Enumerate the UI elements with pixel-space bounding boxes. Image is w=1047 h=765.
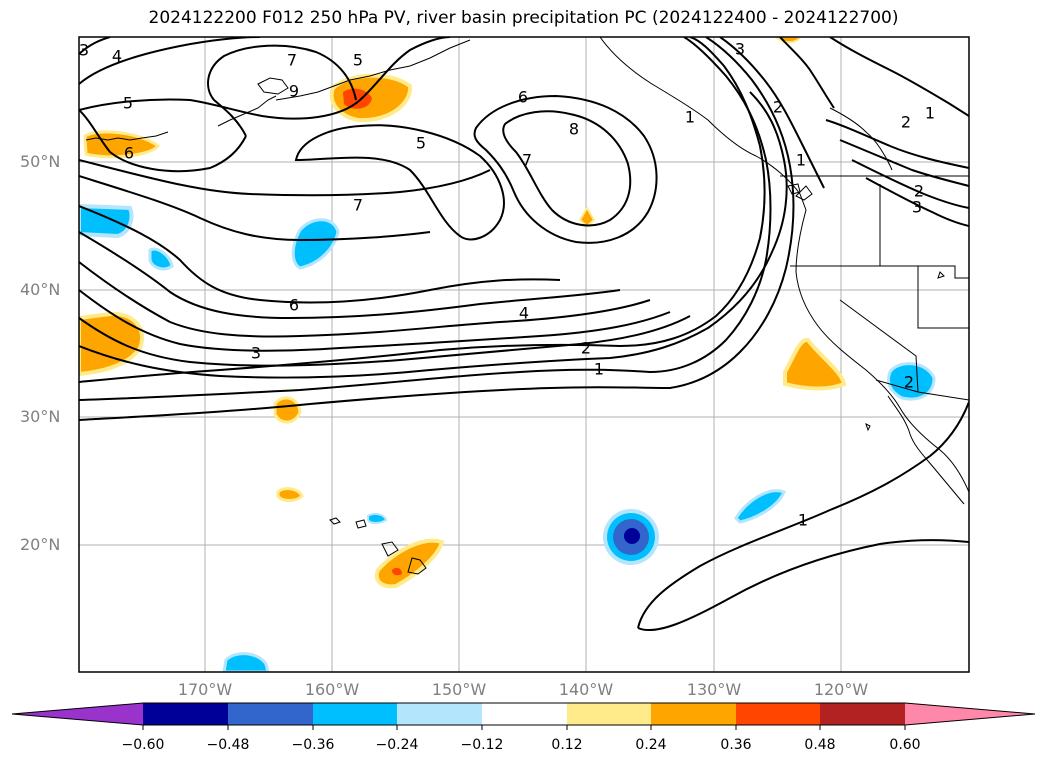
colorbar-tick-label: 0.48 xyxy=(804,737,836,753)
colorbar-bin xyxy=(736,703,820,725)
lon-label-140w: 140°W xyxy=(558,680,614,699)
colorbar-bin xyxy=(482,703,567,725)
svg-text:1: 1 xyxy=(685,108,695,127)
precip-shading xyxy=(79,37,936,672)
colorbar-tick-label: 0.36 xyxy=(720,737,752,753)
colorbar-tick-label: −0.24 xyxy=(375,737,419,753)
svg-text:5: 5 xyxy=(123,94,133,113)
svg-text:3: 3 xyxy=(251,344,261,363)
lat-label-20n: 20°N xyxy=(20,535,61,554)
colorbar-bin xyxy=(567,703,651,725)
map-title: 2024122200 F012 250 hPa PV, river basin … xyxy=(148,8,899,28)
svg-text:6: 6 xyxy=(518,88,528,107)
svg-text:9: 9 xyxy=(289,82,299,101)
contour-labels: 4 5 6 7 9 5 6 8 7 5 7 6 4 3 2 1 3 2 1 2 … xyxy=(79,40,935,530)
colorbar-bin xyxy=(651,703,736,725)
svg-text:7: 7 xyxy=(287,51,297,70)
lon-label-160w: 160°W xyxy=(304,680,360,699)
svg-text:2: 2 xyxy=(904,373,914,392)
svg-text:1: 1 xyxy=(796,151,806,170)
svg-text:4: 4 xyxy=(112,47,122,66)
lon-label-170w: 170°W xyxy=(177,680,233,699)
svg-text:5: 5 xyxy=(416,134,426,153)
colorbar xyxy=(11,702,1036,730)
colorbar-bin xyxy=(820,703,905,725)
colorbar-bin xyxy=(397,703,482,725)
svg-text:1: 1 xyxy=(594,360,604,379)
svg-text:2: 2 xyxy=(901,113,911,132)
colorbar-tick-label: 0.60 xyxy=(889,737,921,753)
colorbar-tick-label: 0.24 xyxy=(635,737,667,753)
colorbar-extend-high xyxy=(905,703,1035,725)
pv-contours xyxy=(79,37,969,632)
colorbar-tick-label: −0.48 xyxy=(206,737,250,753)
colorbar-bin xyxy=(313,703,397,725)
map-frame xyxy=(78,36,970,673)
svg-text:1: 1 xyxy=(798,511,808,530)
svg-text:2: 2 xyxy=(914,182,924,201)
colorbar-bin xyxy=(228,703,313,725)
lat-label-30n: 30°N xyxy=(20,407,61,426)
colorbar-tick-label: −0.12 xyxy=(460,737,504,753)
colorbar-extend-low xyxy=(12,703,143,725)
colorbar-tick-label: −0.36 xyxy=(291,737,335,753)
colorbar-tick-label: −0.60 xyxy=(121,737,165,753)
colorbar-ticks xyxy=(142,725,906,730)
lon-label-120w: 120°W xyxy=(813,680,869,699)
svg-text:8: 8 xyxy=(569,120,579,139)
svg-text:2: 2 xyxy=(773,98,783,117)
svg-text:3: 3 xyxy=(735,40,745,59)
lon-label-150w: 150°W xyxy=(431,680,487,699)
svg-text:4: 4 xyxy=(519,304,529,323)
map-area: 4 5 6 7 9 5 6 8 7 5 7 6 4 3 2 1 3 2 1 2 … xyxy=(79,37,969,672)
svg-text:3: 3 xyxy=(912,198,922,217)
lon-label-130w: 130°W xyxy=(686,680,742,699)
svg-text:6: 6 xyxy=(124,144,134,163)
lat-label-40n: 40°N xyxy=(20,280,61,299)
gridlines xyxy=(79,37,969,672)
svg-text:7: 7 xyxy=(353,196,363,215)
svg-text:1: 1 xyxy=(925,104,935,123)
colorbar-bin xyxy=(143,703,228,725)
svg-text:6: 6 xyxy=(289,296,299,315)
svg-text:3: 3 xyxy=(79,41,89,60)
svg-text:2: 2 xyxy=(581,339,591,358)
lat-label-50n: 50°N xyxy=(20,152,61,171)
colorbar-tick-label: 0.12 xyxy=(551,737,583,753)
svg-text:5: 5 xyxy=(353,51,363,70)
map-background xyxy=(79,37,969,672)
svg-text:7: 7 xyxy=(522,151,532,170)
coastlines xyxy=(85,37,969,575)
